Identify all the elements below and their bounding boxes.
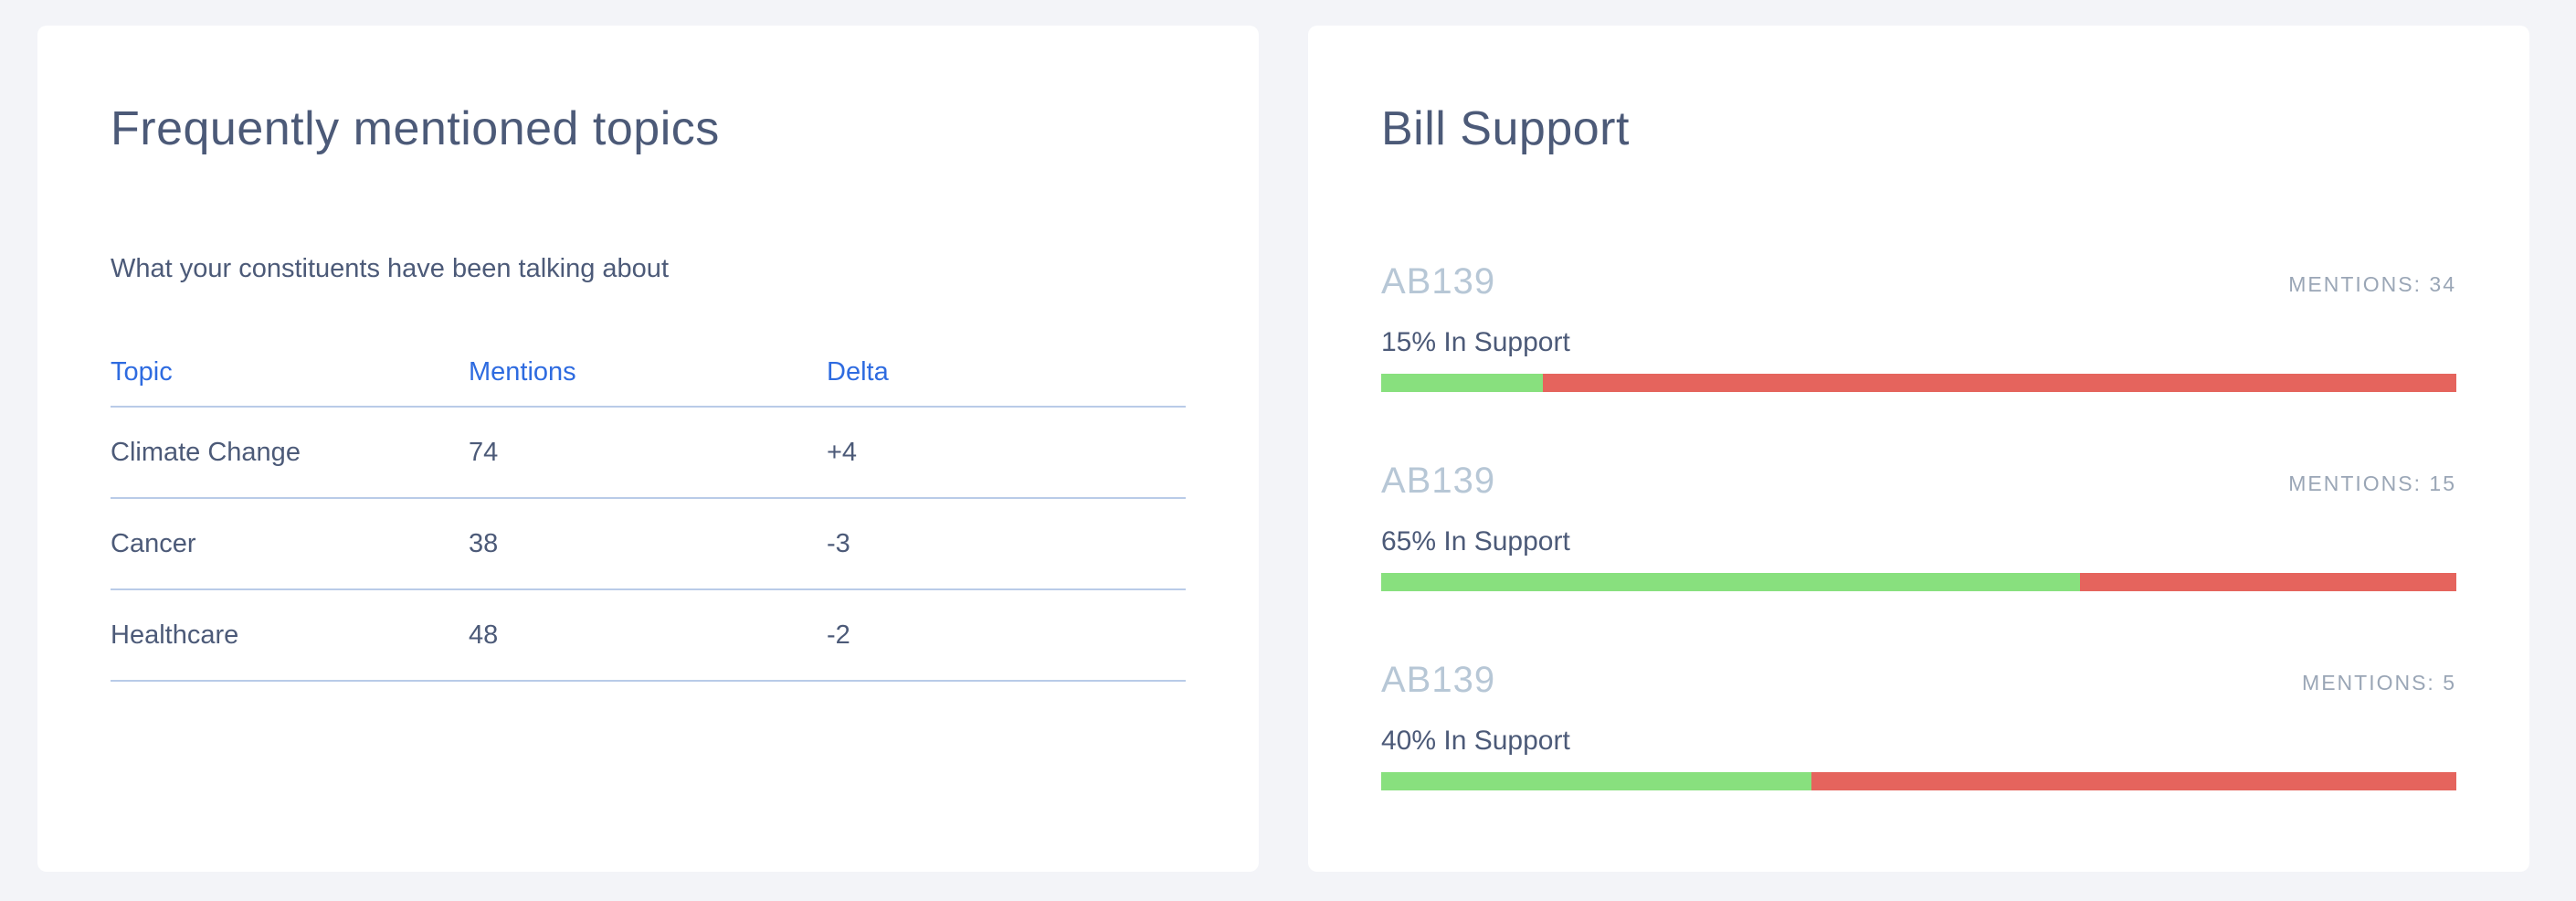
support-bar: [1381, 772, 2456, 790]
bill-mentions-count: MENTIONS: 34: [2288, 272, 2456, 296]
mentions-cell: 74: [469, 437, 499, 467]
topics-subtitle: What your constituents have been talking…: [111, 254, 669, 283]
column-header-delta[interactable]: Delta: [827, 357, 889, 387]
column-header-topic[interactable]: Topic: [111, 357, 173, 387]
support-bar-fill: [1381, 374, 1543, 392]
column-header-mentions[interactable]: Mentions: [469, 357, 576, 387]
delta-cell: +4: [827, 437, 858, 467]
topics-card: Frequently mentioned topics What your co…: [37, 26, 1259, 872]
table-row: Climate Change 74 +4: [111, 408, 1186, 499]
bill-mentions-count: MENTIONS: 15: [2288, 472, 2456, 495]
topic-cell: Healthcare: [111, 620, 239, 650]
mentions-cell: 48: [469, 620, 499, 650]
mentions-cell: 38: [469, 528, 499, 558]
topic-cell: Cancer: [111, 528, 196, 558]
topics-table: Topic Mentions Delta Climate Change 74 +…: [111, 329, 1186, 682]
bill-support-label: 15% In Support: [1381, 327, 1570, 357]
oppose-bar-fill: [1542, 374, 2456, 392]
bill-id[interactable]: AB139: [1381, 660, 1496, 700]
oppose-bar-fill: [2080, 573, 2456, 591]
bill-support-card: Bill Support AB139 MENTIONS: 34 15% In S…: [1308, 26, 2529, 872]
bill-support-label: 40% In Support: [1381, 726, 1570, 756]
bill-id[interactable]: AB139: [1381, 461, 1496, 501]
delta-cell: -3: [827, 528, 850, 558]
bill-item: AB139 MENTIONS: 34 15% In Support: [1381, 261, 2456, 398]
support-bar-fill: [1381, 772, 1811, 790]
topics-title: Frequently mentioned topics: [111, 102, 720, 155]
bill-support-title: Bill Support: [1381, 102, 1630, 155]
topic-cell: Climate Change: [111, 437, 301, 467]
bill-mentions-count: MENTIONS: 5: [2302, 671, 2456, 694]
table-row: Cancer 38 -3: [111, 499, 1186, 590]
support-bar: [1381, 374, 2456, 392]
delta-cell: -2: [827, 620, 850, 650]
support-bar: [1381, 573, 2456, 591]
support-bar-fill: [1381, 573, 2081, 591]
bill-item: AB139 MENTIONS: 15 65% In Support: [1381, 461, 2456, 598]
oppose-bar-fill: [1811, 772, 2456, 790]
table-header: Topic Mentions Delta: [111, 329, 1186, 408]
bill-item: AB139 MENTIONS: 5 40% In Support: [1381, 660, 2456, 797]
table-row: Healthcare 48 -2: [111, 590, 1186, 682]
bill-id[interactable]: AB139: [1381, 261, 1496, 302]
bill-support-label: 65% In Support: [1381, 526, 1570, 556]
